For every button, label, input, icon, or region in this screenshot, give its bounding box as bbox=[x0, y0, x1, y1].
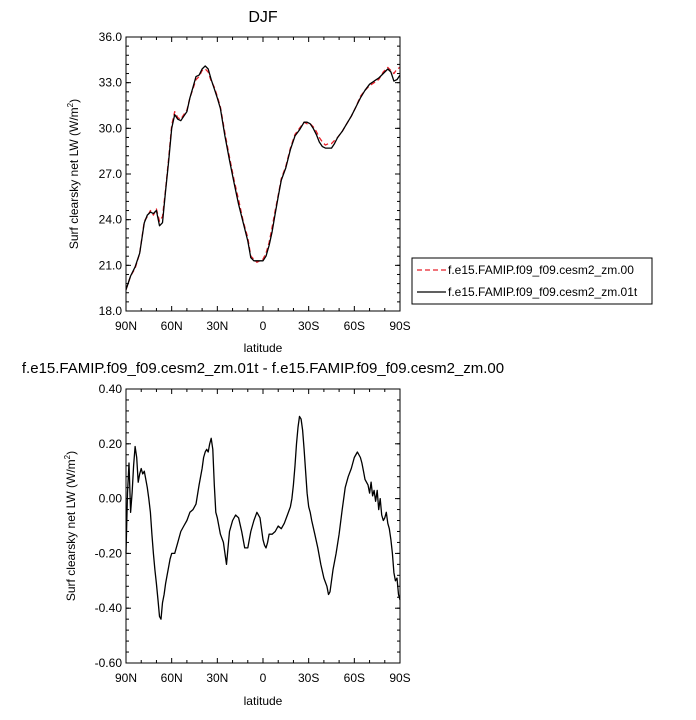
bottom-xtick-label: 60S bbox=[344, 671, 365, 685]
legend: f.e15.FAMIP.f09_f09.cesm2_zm.00 f.e15.FA… bbox=[411, 257, 653, 305]
legend-label-1: f.e15.FAMIP.f09_f09.cesm2_zm.00 bbox=[448, 263, 634, 277]
bottom-ylabel-sup: 2 bbox=[63, 454, 72, 459]
top-ytick-label: 36.0 bbox=[99, 30, 123, 44]
bottom-plot-frame bbox=[125, 388, 401, 664]
top-ylabel-sup: 2 bbox=[66, 102, 75, 107]
top-xtick-label: 90S bbox=[389, 319, 410, 333]
bottom-ylabel-end: ) bbox=[64, 451, 78, 455]
top-xtick-label: 0 bbox=[260, 319, 267, 333]
bottom-ytick-label: 0.20 bbox=[99, 437, 123, 451]
bottom-title: f.e15.FAMIP.f09_f09.cesm2_zm.01t - f.e15… bbox=[22, 360, 504, 377]
top-ylabel-end: ) bbox=[67, 99, 81, 103]
top-xtick-label: 30N bbox=[206, 319, 228, 333]
top-xtick-label: 60N bbox=[161, 319, 183, 333]
top-ytick-label: 18.0 bbox=[99, 304, 123, 318]
bottom-ytick-label: -0.40 bbox=[95, 601, 123, 615]
top-ytick-label: 21.0 bbox=[99, 258, 123, 272]
bottom-ytick-label: -0.20 bbox=[95, 546, 123, 560]
bottom-series-line-1 bbox=[125, 415, 401, 620]
top-xtick-label: 30S bbox=[298, 319, 319, 333]
top-ytick-label: 27.0 bbox=[99, 167, 123, 181]
bottom-xtick-label: 30N bbox=[206, 671, 228, 685]
top-plot-frame bbox=[125, 36, 401, 312]
bottom-xtick-label: 30S bbox=[298, 671, 319, 685]
bottom-ticks: 90N 60N 30N 0 30S 60S 90S -0.60 -0.40 -0.20 0.00 0.… bbox=[95, 382, 411, 685]
top-xtick-label: 90N bbox=[115, 319, 137, 333]
bottom-xlabel: latitude bbox=[244, 694, 283, 708]
top-panel: DJF 90N 60N 30N 0 30S 60S 90S 18.0 21.0 24.0 27.0 3… bbox=[66, 9, 653, 355]
top-series bbox=[125, 65, 401, 290]
top-title: DJF bbox=[248, 9, 278, 26]
legend-box bbox=[411, 257, 653, 305]
top-series-line-2 bbox=[125, 65, 401, 290]
top-ytick-label: 30.0 bbox=[99, 121, 123, 135]
top-xtick-label: 60S bbox=[344, 319, 365, 333]
top-xlabel: latitude bbox=[244, 341, 283, 355]
legend-label-2: f.e15.FAMIP.f09_f09.cesm2_zm.01t bbox=[448, 285, 638, 299]
bottom-panel: f.e15.FAMIP.f09_f09.cesm2_zm.01t - f.e15… bbox=[22, 360, 504, 708]
bottom-ytick-label: -0.60 bbox=[95, 656, 123, 670]
bottom-ytick-label: 0.40 bbox=[99, 382, 123, 396]
top-ylabel: Surf clearsky net LW (W/m2) bbox=[66, 99, 81, 249]
bottom-series bbox=[125, 415, 401, 620]
bottom-ylabel-main: Surf clearsky net LW (W/m bbox=[64, 459, 78, 601]
bottom-xtick-label: 90S bbox=[389, 671, 410, 685]
top-ylabel-main: Surf clearsky net LW (W/m bbox=[67, 107, 81, 249]
bottom-xtick-label: 0 bbox=[260, 671, 267, 685]
bottom-xtick-label: 60N bbox=[161, 671, 183, 685]
top-ytick-label: 24.0 bbox=[99, 213, 123, 227]
top-ytick-label: 33.0 bbox=[99, 76, 123, 90]
bottom-ytick-label: 0.00 bbox=[99, 492, 123, 506]
bottom-xtick-label: 90N bbox=[115, 671, 137, 685]
top-ticks: 90N 60N 30N 0 30S 60S 90S 18.0 21.0 24.0 27.0 30.0 3… bbox=[99, 30, 411, 333]
bottom-ylabel: Surf clearsky net LW (W/m2) bbox=[63, 451, 78, 601]
